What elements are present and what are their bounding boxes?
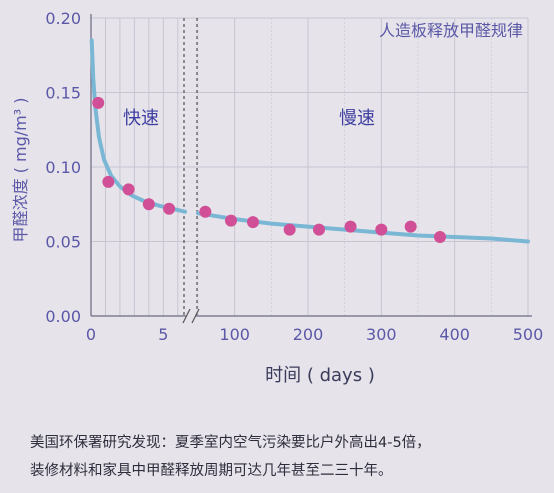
chart-title: 人造板释放甲醛规律 [379, 21, 523, 40]
x-axis-label: 时间 ( days ) [265, 365, 375, 386]
y-tick-label: 0.15 [45, 84, 81, 103]
formaldehyde-chart: 0.00 0.05 0.10 0.15 0.20 0 5 100 200 300 400 500 人… [11, 9, 543, 386]
axis-break-mark [182, 308, 200, 324]
grid [90, 17, 529, 317]
data-point [92, 96, 105, 109]
x-tick-label: 500 [513, 325, 544, 344]
y-tick-labels: 0.00 0.05 0.10 0.15 0.20 [45, 9, 81, 326]
break-slash-left [182, 308, 191, 324]
x-tick-label: 300 [366, 325, 397, 344]
y-tick-label: 0.00 [45, 307, 81, 326]
data-point [283, 223, 296, 236]
data-point [163, 202, 176, 215]
data-point [225, 214, 237, 227]
data-point [102, 175, 115, 188]
break-slash-right [191, 308, 200, 324]
footnote-line-2: 装修材料和家具中甲醛释放周期可达几年甚至二三十年。 [30, 463, 393, 479]
x-tick-label: 0 [86, 325, 96, 344]
data-point [142, 198, 155, 211]
data-point [375, 223, 388, 236]
region-label-slow: 慢速 [339, 108, 375, 129]
footnote-line-1: 美国环保署研究发现：夏季室内空气污染要比户外高出4-5倍， [30, 435, 431, 451]
x-tick-labels: 0 5 100 200 300 400 500 [86, 325, 543, 344]
data-point [122, 183, 135, 196]
region-label-fast: 快速 [123, 108, 159, 129]
data-point [404, 220, 417, 233]
fit-curve-slow [196, 211, 530, 244]
y-tick-label: 0.05 [45, 233, 81, 252]
x-tick-label: 200 [293, 325, 324, 344]
data-point [313, 223, 325, 236]
data-point [344, 220, 357, 233]
data-point [199, 205, 212, 218]
y-tick-label: 0.20 [45, 9, 81, 28]
y-tick-label: 0.10 [45, 158, 81, 177]
data-point [247, 216, 259, 229]
x-tick-label: 400 [439, 325, 470, 344]
x-tick-label: 5 [158, 325, 168, 344]
data-points [92, 96, 446, 244]
break-gap [186, 308, 196, 324]
y-axis-label: 甲醛浓度 ( mg/m³ ) [11, 98, 30, 243]
x-tick-label: 100 [219, 325, 250, 344]
data-point [434, 231, 446, 244]
